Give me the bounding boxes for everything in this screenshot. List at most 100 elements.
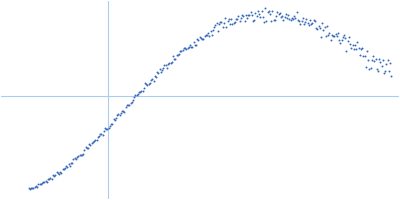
Point	[84, 146, 90, 150]
Point	[190, 40, 197, 44]
Point	[234, 18, 240, 21]
Point	[228, 18, 234, 21]
Point	[87, 143, 94, 146]
Point	[226, 17, 232, 20]
Point	[186, 46, 192, 49]
Point	[324, 24, 330, 27]
Point	[244, 16, 250, 20]
Point	[93, 139, 100, 142]
Point	[72, 156, 78, 159]
Point	[176, 53, 182, 56]
Point	[128, 101, 135, 104]
Point	[281, 16, 288, 19]
Point	[116, 113, 123, 116]
Point	[152, 75, 158, 78]
Point	[356, 53, 363, 56]
Point	[238, 17, 244, 20]
Point	[47, 176, 54, 179]
Point	[301, 23, 307, 26]
Point	[153, 75, 159, 78]
Point	[86, 142, 92, 145]
Point	[235, 14, 242, 17]
Point	[310, 19, 317, 22]
Point	[67, 164, 73, 167]
Point	[350, 48, 357, 51]
Point	[114, 113, 120, 117]
Point	[62, 167, 68, 170]
Point	[76, 153, 83, 156]
Point	[218, 21, 225, 24]
Point	[172, 57, 178, 61]
Point	[284, 16, 290, 19]
Point	[144, 83, 151, 87]
Point	[275, 13, 282, 16]
Point	[165, 62, 171, 65]
Point	[258, 9, 265, 13]
Point	[28, 187, 34, 190]
Point	[268, 19, 274, 22]
Point	[382, 69, 388, 73]
Point	[122, 105, 129, 108]
Point	[88, 142, 95, 145]
Point	[290, 17, 296, 20]
Point	[127, 101, 134, 104]
Point	[136, 91, 142, 94]
Point	[307, 18, 313, 21]
Point	[187, 43, 193, 46]
Point	[171, 58, 177, 61]
Point	[295, 19, 301, 22]
Point	[223, 26, 230, 29]
Point	[266, 10, 272, 13]
Point	[282, 13, 289, 16]
Point	[251, 18, 258, 21]
Point	[36, 182, 43, 186]
Point	[158, 70, 164, 73]
Point	[250, 20, 256, 23]
Point	[78, 153, 84, 156]
Point	[215, 30, 221, 33]
Point	[33, 185, 39, 188]
Point	[46, 177, 52, 180]
Point	[319, 22, 325, 25]
Point	[347, 43, 353, 46]
Point	[276, 11, 283, 14]
Point	[308, 22, 314, 25]
Point	[364, 49, 370, 53]
Point	[368, 66, 374, 69]
Point	[245, 13, 251, 17]
Point	[54, 172, 61, 175]
Point	[162, 64, 169, 67]
Point	[159, 69, 165, 72]
Point	[193, 43, 199, 47]
Point	[366, 67, 373, 70]
Point	[143, 83, 150, 86]
Point	[210, 28, 216, 32]
Point	[313, 26, 319, 29]
Point	[142, 82, 148, 85]
Point	[341, 33, 347, 36]
Point	[34, 186, 40, 189]
Point	[100, 133, 106, 136]
Point	[298, 19, 305, 22]
Point	[73, 157, 79, 160]
Point	[233, 17, 239, 20]
Point	[240, 14, 246, 17]
Point	[45, 178, 51, 181]
Point	[155, 71, 162, 75]
Point	[372, 58, 379, 61]
Point	[199, 37, 205, 41]
Point	[222, 17, 228, 20]
Point	[220, 26, 226, 29]
Point	[212, 24, 219, 27]
Point	[334, 35, 340, 38]
Point	[270, 18, 277, 22]
Point	[192, 43, 198, 46]
Point	[97, 132, 103, 135]
Point	[292, 16, 299, 20]
Point	[52, 174, 58, 177]
Point	[74, 155, 80, 158]
Point	[353, 47, 359, 50]
Point	[53, 171, 60, 174]
Point	[48, 177, 55, 180]
Point	[302, 20, 308, 24]
